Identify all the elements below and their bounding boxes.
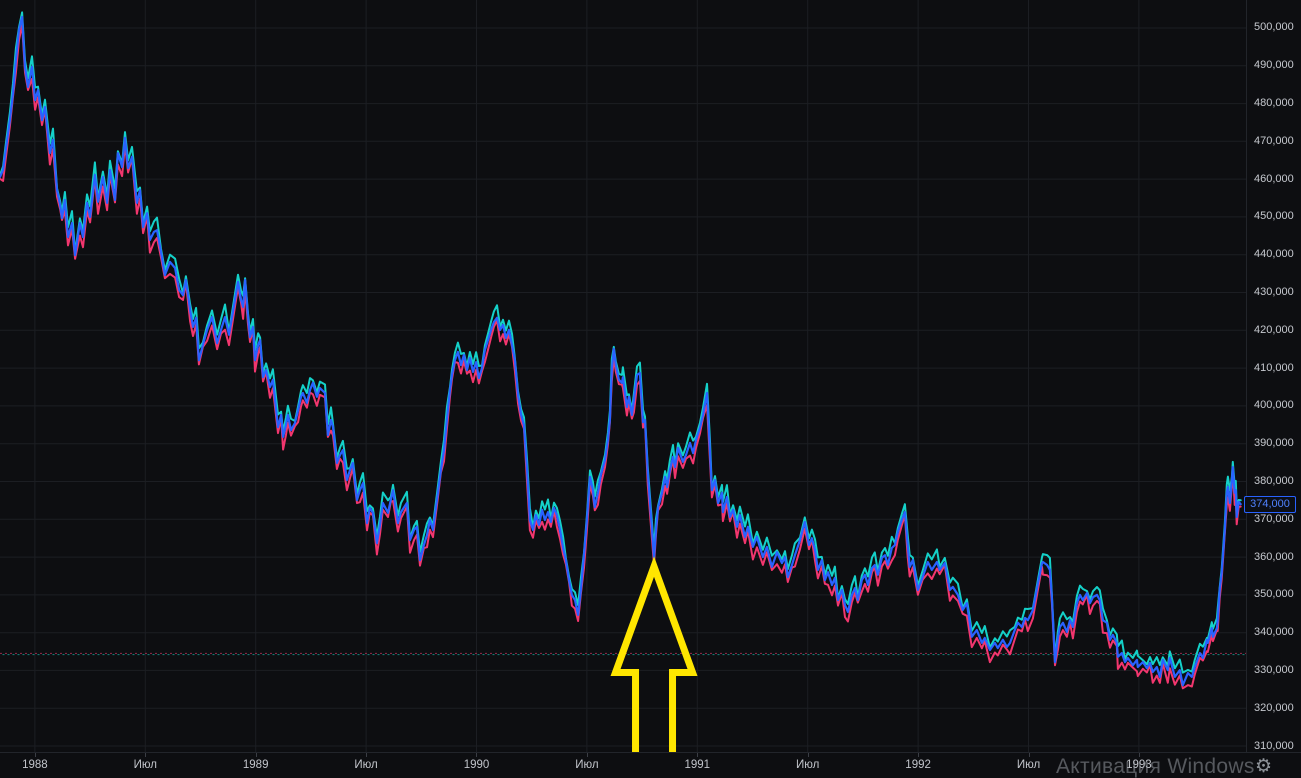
price-axis-label: 490,000 — [1254, 59, 1294, 72]
price-axis-label: 420,000 — [1254, 323, 1294, 336]
time-axis-label: 1991 — [684, 759, 711, 771]
price-axis-label: 440,000 — [1254, 248, 1294, 261]
time-axis-tick — [145, 753, 147, 757]
price-axis-label: 450,000 — [1254, 210, 1294, 223]
price-axis-label: 410,000 — [1254, 361, 1294, 374]
price-axis-label: 460,000 — [1254, 172, 1294, 185]
time-axis[interactable]: 1988 Июл 1989 Июл 1990 Июл 1991 Июл 1992 Июл 1993 — [0, 752, 1301, 778]
price-axis-label: 330,000 — [1254, 663, 1294, 676]
time-axis-tick — [476, 753, 478, 757]
price-axis-label: 430,000 — [1254, 286, 1294, 299]
time-axis-label: Июл — [796, 759, 820, 771]
time-axis-tick — [366, 753, 368, 757]
price-axis-label: 360,000 — [1254, 550, 1294, 563]
price-axis-label: 340,000 — [1254, 626, 1294, 639]
time-axis-label: Июл — [354, 759, 378, 771]
high-line — [0, 11, 1242, 674]
time-axis-tick — [697, 753, 699, 757]
time-axis-label: 1988 — [22, 759, 48, 771]
time-axis-tick — [34, 753, 36, 757]
close-line — [0, 15, 1242, 687]
price-axis-label: 310,000 — [1254, 739, 1294, 752]
time-axis-tick — [807, 753, 809, 757]
time-axis-label: 1990 — [463, 759, 490, 771]
time-axis-label: Июл — [575, 759, 599, 771]
price-axis-label: 370,000 — [1254, 512, 1294, 525]
price-axis-label: 470,000 — [1254, 134, 1294, 147]
time-axis-tick — [1138, 753, 1140, 757]
up-arrow-annotation[interactable] — [610, 556, 698, 752]
time-axis-label: 1993 — [1126, 759, 1152, 771]
time-axis-label: Июл — [1016, 759, 1041, 771]
price-axis-label: 480,000 — [1254, 97, 1294, 110]
price-axis-label: 320,000 — [1254, 701, 1294, 714]
low-line — [0, 23, 1242, 690]
last-price-badge[interactable]: 374,000 — [1244, 495, 1296, 513]
time-axis-label: Июл — [133, 759, 157, 771]
price-axis-label: 390,000 — [1254, 437, 1294, 450]
price-axis-label: 400,000 — [1254, 399, 1294, 412]
gear-icon[interactable]: ⚙ — [1255, 756, 1273, 777]
price-axis[interactable]: 374,000 500,000 490,000 480,000 470,000 460,… — [1244, 0, 1301, 752]
time-axis-tick — [1028, 753, 1030, 757]
time-axis-tick — [586, 753, 588, 757]
price-axis-label: 500,000 — [1254, 21, 1294, 34]
price-axis-label: 350,000 — [1254, 588, 1294, 601]
time-axis-tick — [918, 753, 920, 757]
price-chart-plot[interactable] — [0, 0, 1246, 752]
time-axis-label: 1992 — [905, 759, 931, 771]
price-axis-label: 380,000 — [1254, 474, 1294, 487]
time-axis-label: 1989 — [242, 759, 269, 771]
time-axis-tick — [255, 753, 257, 757]
